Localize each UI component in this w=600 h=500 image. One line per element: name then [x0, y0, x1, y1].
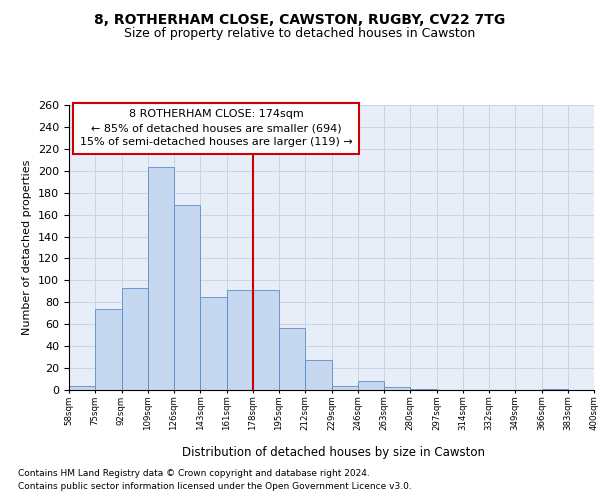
Bar	[410, 389, 437, 390]
Text: 8 ROTHERHAM CLOSE: 174sqm
← 85% of detached houses are smaller (694)
15% of semi: 8 ROTHERHAM CLOSE: 174sqm ← 85% of detac…	[80, 110, 352, 148]
Bar	[121, 288, 148, 390]
Bar	[331, 386, 358, 390]
Bar	[95, 309, 121, 390]
Bar	[69, 386, 95, 390]
Bar	[279, 328, 305, 390]
Bar	[542, 389, 568, 390]
Bar	[200, 297, 227, 390]
Bar	[384, 386, 410, 390]
Y-axis label: Number of detached properties: Number of detached properties	[22, 160, 32, 335]
Bar	[358, 381, 384, 390]
Bar	[253, 290, 279, 390]
Text: Contains public sector information licensed under the Open Government Licence v3: Contains public sector information licen…	[18, 482, 412, 491]
Bar	[227, 290, 253, 390]
Bar	[174, 205, 200, 390]
Bar	[305, 360, 331, 390]
Text: Contains HM Land Registry data © Crown copyright and database right 2024.: Contains HM Land Registry data © Crown c…	[18, 468, 370, 477]
Text: Distribution of detached houses by size in Cawston: Distribution of detached houses by size …	[182, 446, 485, 459]
Text: Size of property relative to detached houses in Cawston: Size of property relative to detached ho…	[124, 28, 476, 40]
Text: 8, ROTHERHAM CLOSE, CAWSTON, RUGBY, CV22 7TG: 8, ROTHERHAM CLOSE, CAWSTON, RUGBY, CV22…	[94, 12, 506, 26]
Bar	[148, 168, 174, 390]
